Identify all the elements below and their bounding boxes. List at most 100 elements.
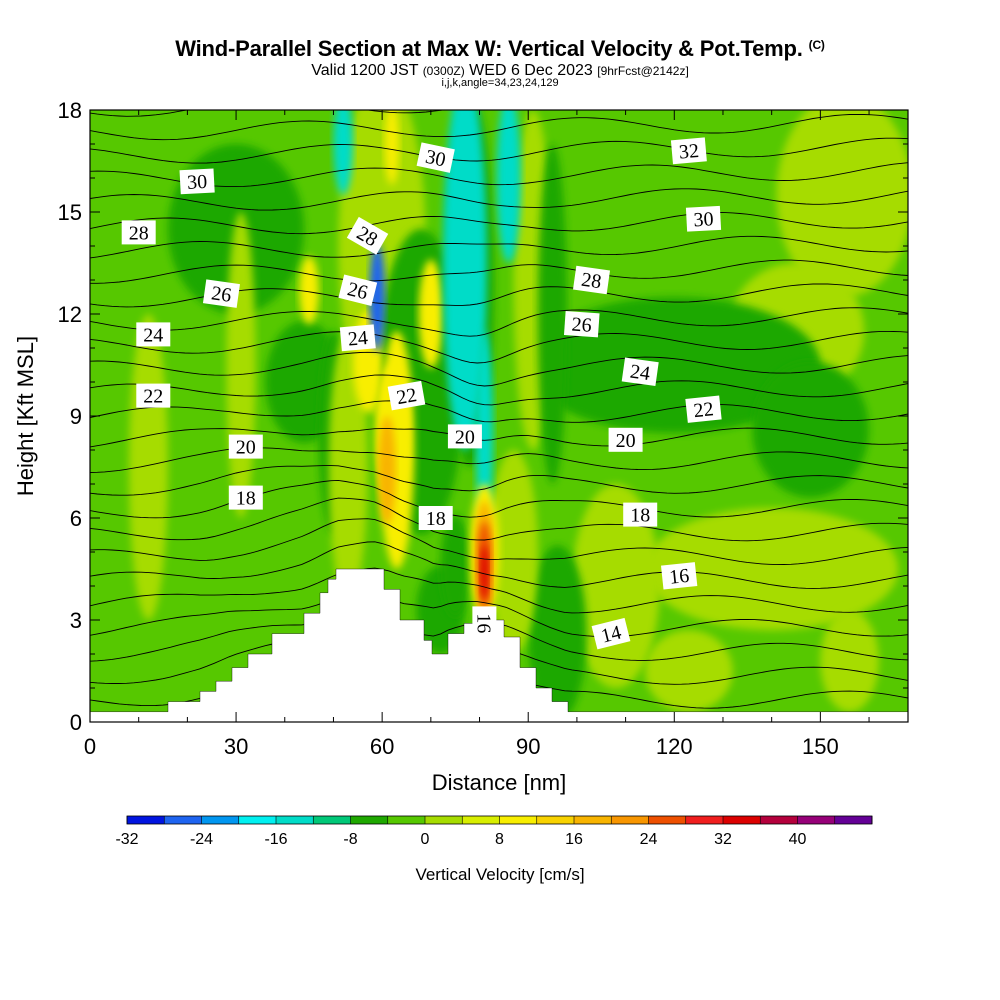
isentrope-line [90, 479, 908, 519]
colorbar-swatch [648, 816, 687, 824]
contour-label-box [228, 434, 263, 459]
x-tick-label: 30 [224, 734, 248, 759]
isentrope-line [90, 212, 908, 235]
contour-label: 26 [563, 311, 600, 338]
contour-label-box [418, 506, 453, 530]
contour-label: 20 [228, 434, 263, 459]
colorbar-swatch [834, 816, 873, 824]
contour-label-text: 18 [236, 488, 256, 510]
chart-title: Wind-Parallel Section at Max W: Vertical… [0, 36, 1000, 62]
isentrope-line [90, 330, 908, 364]
colorbar-swatch [164, 816, 202, 824]
contour-label-text: 22 [143, 386, 163, 408]
contour-label-text: 20 [236, 437, 256, 459]
contour-label: 22 [387, 380, 426, 411]
isentrope-line [90, 307, 908, 337]
velocity-cell [645, 630, 733, 712]
contour-label-box [573, 265, 611, 295]
isentrope-line [90, 351, 908, 387]
y-tick-label: 3 [70, 608, 82, 633]
colorbar-tick-label: 24 [640, 831, 658, 848]
colorbar-swatch [462, 816, 500, 824]
velocity-cell [480, 545, 489, 600]
chart-subtitle: Valid 1200 JST (0300Z) WED 6 Dec 2023 [9… [0, 62, 1000, 80]
x-axis: 0 30 60 90 120 150 [84, 110, 870, 759]
colorbar-swatch [201, 816, 240, 824]
contour-label: 16 [472, 606, 497, 641]
contour-label: 24 [339, 324, 376, 352]
velocity-cell [333, 110, 353, 195]
colorbar-swatch [313, 816, 351, 824]
colorbar-tick-label: 40 [789, 831, 807, 848]
colorbar-tick-label: -32 [115, 831, 138, 848]
contour-label-box [121, 220, 156, 245]
velocity-cell [537, 144, 568, 484]
colorbar-swatch [276, 816, 314, 824]
contour-label-text: 24 [629, 361, 652, 386]
contour-label-box [685, 395, 722, 423]
contour-label: 28 [346, 216, 389, 255]
contour-label-box [670, 137, 707, 165]
colorbar-swatch [685, 816, 724, 824]
contour-label-text: 24 [143, 324, 163, 346]
velocity-cell [752, 361, 870, 498]
contour-label-box [660, 562, 698, 590]
isentrope-line [90, 235, 908, 259]
colorbar-tick-label: -16 [264, 831, 287, 848]
x-tick-label: 90 [516, 734, 540, 759]
isentrope-line [90, 594, 908, 638]
contour-label-box [338, 274, 378, 306]
velocity-cell [418, 259, 444, 369]
contour-label-box [387, 380, 426, 411]
colorbar-title: Vertical Velocity [cm/s] [415, 865, 584, 884]
isentrope-line [90, 465, 908, 496]
contour-label-box [339, 324, 376, 352]
contour-label: 26 [202, 279, 240, 308]
y-axis-title: Height [Kft MSL] [13, 336, 38, 496]
isentrope-line [90, 518, 908, 566]
x-axis-title: Distance [nm] [432, 770, 567, 795]
velocity-cell [776, 110, 908, 297]
contour-label-text: 26 [571, 314, 592, 337]
contour-label: 30 [179, 168, 215, 195]
contour-label-text: 16 [668, 565, 690, 589]
contour-label-text: 22 [395, 384, 419, 409]
contour-label-text: 20 [616, 430, 636, 452]
contour-label-text: 26 [210, 282, 233, 307]
valid-time: Valid 1200 JST [311, 62, 419, 79]
contour-label-box [685, 205, 722, 232]
valid-utc: (0300Z) [422, 64, 465, 78]
contour-label: 26 [338, 274, 378, 306]
velocity-cell [820, 609, 879, 712]
terrain-mask [90, 568, 908, 722]
x-tick-label: 120 [656, 734, 693, 759]
colorbar-swatch [425, 816, 463, 824]
contour-label-box [621, 357, 659, 387]
colorbar-tick-label: -8 [343, 831, 357, 848]
colorbar-swatch [723, 816, 761, 824]
y-tick-label: 12 [58, 302, 82, 327]
isentrope-line [90, 400, 908, 423]
velocity-cell [384, 110, 400, 185]
contour-label-box [228, 485, 263, 510]
forecast-info: [9hrFcst@2142z] [597, 64, 689, 78]
colorbar-swatch [387, 816, 426, 824]
contour-label-box [591, 617, 631, 650]
velocity-cell [443, 110, 487, 450]
contour-label-text: 20 [455, 426, 475, 448]
contour-label-box [202, 279, 240, 308]
contour-label-text: 18 [426, 508, 446, 530]
velocity-cell [645, 507, 899, 631]
isentrope-line [90, 427, 908, 448]
colorbar-swatch [536, 816, 575, 824]
y-tick-label: 6 [70, 506, 82, 531]
x-tick-label: 60 [370, 734, 394, 759]
y-axis: 0 3 6 9 12 15 18 [58, 98, 908, 735]
colorbar-swatch [797, 816, 836, 824]
contour-label-box [623, 502, 658, 527]
velocity-cell [378, 416, 396, 525]
x-tick-label: 150 [802, 734, 839, 759]
colorbar: -32 -24 -16 -8 0 8 16 24 32 40 [115, 815, 873, 848]
contour-label: 24 [621, 357, 659, 387]
velocity-cell [475, 331, 494, 535]
